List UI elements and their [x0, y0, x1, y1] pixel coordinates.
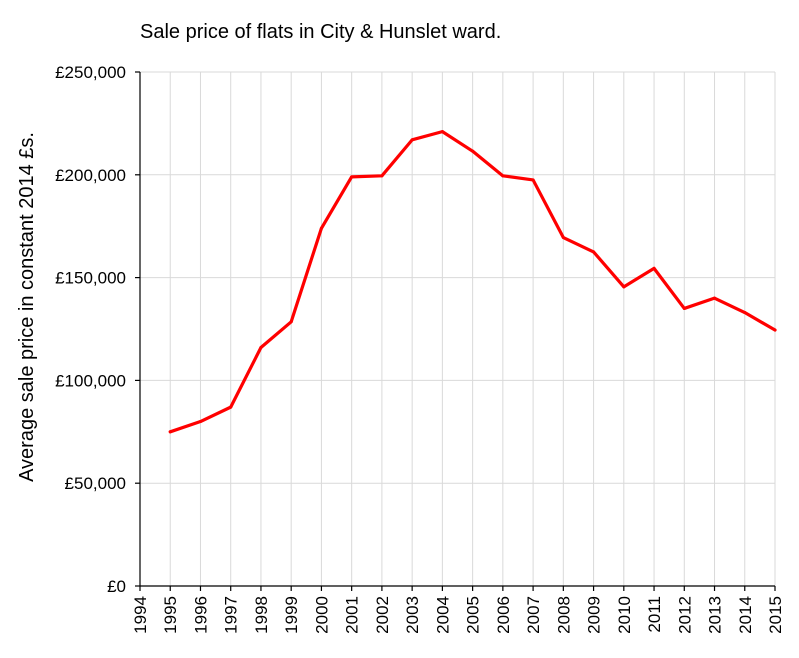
data-point — [561, 236, 565, 240]
x-tick-label: 2009 — [585, 596, 604, 634]
y-tick-label: £150,000 — [55, 269, 126, 288]
data-point — [682, 306, 686, 310]
y-tick-label: £0 — [107, 577, 126, 596]
x-tick-labels: 1994 1995 1996 1997 1998 1999 2000 2001 2002 2003… — [131, 596, 785, 634]
data-point — [259, 346, 263, 350]
x-tick-label: 2013 — [706, 596, 725, 634]
data-point — [501, 174, 505, 178]
series — [168, 130, 777, 434]
data-point — [289, 320, 293, 324]
x-tick-label: 2001 — [343, 596, 362, 634]
y-tick-label: £50,000 — [65, 474, 126, 493]
y-tick-labels: £0 £50,000 £100,000 £150,000 £200,000 £250,00… — [55, 63, 126, 596]
x-tick-label: 2014 — [736, 596, 755, 634]
x-tick-label: 2006 — [494, 596, 513, 634]
data-point — [319, 226, 323, 230]
data-point — [229, 405, 233, 409]
data-point — [713, 296, 717, 300]
y-tick-label: £250,000 — [55, 63, 126, 82]
data-point — [198, 420, 202, 424]
x-tick-label: 1998 — [252, 596, 271, 634]
x-tick-label: 2002 — [373, 596, 392, 634]
gridlines — [140, 71, 776, 586]
data-point — [743, 311, 747, 315]
x-tick-label: 2004 — [433, 596, 452, 634]
x-tick-label: 1994 — [131, 596, 150, 634]
chart-title: Sale price of flats in City & Hunslet wa… — [140, 21, 501, 43]
data-point — [410, 138, 414, 142]
y-axis-label: Average sale price in constant 2014 £s. — [16, 132, 38, 482]
x-tick-label: 2015 — [766, 596, 785, 634]
x-tick-label: 1995 — [161, 596, 180, 634]
x-tick-label: 2007 — [524, 596, 543, 634]
x-tick-label: 2011 — [645, 596, 664, 633]
y-tick-label: £100,000 — [55, 371, 126, 390]
x-tick-label: 2000 — [312, 596, 331, 634]
data-point — [622, 285, 626, 289]
data-point — [531, 178, 535, 182]
data-point — [380, 174, 384, 178]
axes — [135, 71, 776, 591]
x-tick-label: 2005 — [464, 596, 483, 634]
x-tick-label: 2008 — [554, 596, 573, 634]
x-tick-label: 1996 — [191, 596, 210, 634]
y-tick-label: £200,000 — [55, 166, 126, 185]
data-point — [350, 175, 354, 179]
x-tick-label: 2010 — [615, 596, 634, 634]
data-point — [168, 430, 172, 434]
data-point — [592, 250, 596, 254]
data-point — [440, 130, 444, 134]
x-tick-label: 1997 — [222, 596, 241, 634]
data-point — [652, 266, 656, 270]
data-point — [773, 328, 777, 332]
x-tick-label: 1999 — [282, 596, 301, 634]
x-tick-label: 2012 — [675, 596, 694, 634]
x-tick-label: 2003 — [403, 596, 422, 634]
data-point — [471, 149, 475, 153]
